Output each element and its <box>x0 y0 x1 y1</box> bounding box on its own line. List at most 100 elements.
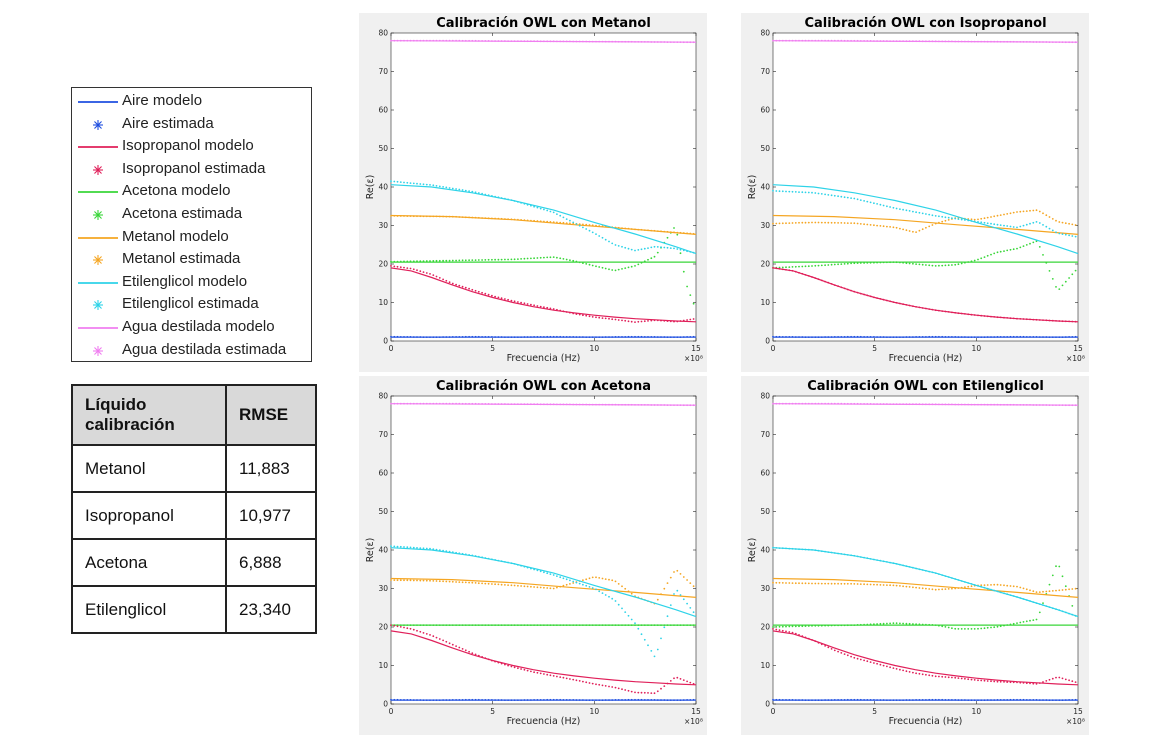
legend-label: Aire modelo <box>122 92 203 109</box>
estimate-series-agua <box>772 402 1077 407</box>
estimate-point <box>827 699 830 701</box>
estimate-point <box>814 277 817 279</box>
estimate-point <box>494 295 496 298</box>
estimate-point <box>951 264 953 266</box>
estimate-point <box>588 40 591 43</box>
estimate-point <box>409 215 412 218</box>
estimate-point <box>1042 699 1044 701</box>
estimate-point <box>928 225 931 228</box>
estimate-point <box>967 678 970 681</box>
estimate-point <box>425 260 428 262</box>
estimate-point <box>1068 41 1070 44</box>
y-tick-label: 0 <box>765 700 770 709</box>
estimate-point <box>396 215 399 217</box>
estimate-point <box>663 626 666 629</box>
chart-title: Calibración OWL con Isopropanol <box>804 16 1046 31</box>
estimate-point <box>837 624 839 627</box>
estimate-point <box>396 180 399 183</box>
estimate-point <box>820 193 823 195</box>
estimate-point <box>993 680 996 683</box>
estimate-point <box>666 336 669 338</box>
estimate-point <box>954 263 957 266</box>
estimate-point <box>931 571 934 574</box>
estimate-point <box>660 637 662 640</box>
estimate-point <box>1009 681 1012 684</box>
estimate-point <box>569 403 571 406</box>
estimate-point <box>692 232 695 235</box>
estimate-point <box>653 692 656 695</box>
estimate-point <box>422 547 425 550</box>
estimate-point <box>811 549 813 551</box>
estimate-point <box>569 311 571 314</box>
estimate-point <box>1029 619 1031 622</box>
estimate-point <box>494 217 496 220</box>
estimate-point <box>507 298 509 301</box>
estimate-point <box>938 675 940 678</box>
estimate-point <box>451 187 454 190</box>
estimate-point <box>1068 679 1070 682</box>
estimate-point <box>549 307 552 310</box>
legend-label: Metanol estimada <box>122 250 241 268</box>
estimate-point <box>676 41 679 43</box>
estimate-point <box>533 304 535 307</box>
estimate-point <box>1029 404 1031 406</box>
estimate-point <box>863 262 865 264</box>
estimate-point <box>504 561 506 563</box>
estimate-point <box>588 229 591 232</box>
estimate-point <box>396 625 399 628</box>
estimate-point <box>1048 404 1051 406</box>
estimate-point <box>830 263 833 266</box>
estimate-point <box>778 581 781 584</box>
estimate-point <box>1029 336 1031 338</box>
estimate-point <box>487 336 490 338</box>
estimate-point <box>435 39 438 42</box>
estimate-point <box>921 336 924 338</box>
estimate-point <box>474 402 477 405</box>
estimate-point <box>781 190 784 193</box>
estimate-point <box>549 573 552 575</box>
estimate-point <box>660 624 662 626</box>
estimate-point <box>827 221 830 224</box>
y-tick-label: 10 <box>760 298 770 307</box>
estimate-point <box>931 624 934 626</box>
estimate-point <box>954 403 957 406</box>
estimate-point <box>686 285 688 288</box>
estimate-point <box>957 312 960 315</box>
estimate-point <box>627 590 630 593</box>
estimate-point <box>1038 41 1041 43</box>
estimate-point <box>866 660 869 663</box>
estimate-point <box>1058 589 1061 592</box>
estimate-point <box>918 263 921 266</box>
estimate-point <box>601 336 604 338</box>
estimate-point <box>637 404 640 406</box>
estimate-point <box>817 402 820 405</box>
estimate-point <box>429 215 431 218</box>
legend-label: Etilenglicol modelo <box>122 272 248 290</box>
estimate-point <box>1032 221 1035 224</box>
estimate-point <box>853 656 856 659</box>
estimate-point <box>1038 699 1041 701</box>
y-tick-label: 20 <box>760 260 770 269</box>
estimate-point <box>416 269 418 272</box>
y-tick-label: 0 <box>383 700 388 709</box>
estimate-point <box>419 547 422 549</box>
estimate-point <box>448 336 451 338</box>
estimate-point <box>1058 565 1061 568</box>
estimate-point <box>484 657 487 659</box>
legend-label: Agua destilada modelo <box>122 318 275 335</box>
estimate-point <box>491 336 493 338</box>
estimate-point <box>1051 607 1054 610</box>
estimate-point <box>931 224 934 226</box>
estimate-point <box>682 319 685 322</box>
rmse-header-row: Líquido calibración RMSE <box>71 384 317 446</box>
estimate-point <box>559 585 562 588</box>
y-tick-label: 70 <box>760 67 770 76</box>
estimate-point <box>964 699 966 701</box>
estimate-point <box>595 336 597 338</box>
estimate-point <box>409 546 412 549</box>
estimate-point <box>598 266 601 268</box>
estimate-point <box>798 699 800 701</box>
estimate-point <box>1003 316 1005 319</box>
estimate-point <box>798 402 800 405</box>
estimate-point <box>562 310 565 313</box>
